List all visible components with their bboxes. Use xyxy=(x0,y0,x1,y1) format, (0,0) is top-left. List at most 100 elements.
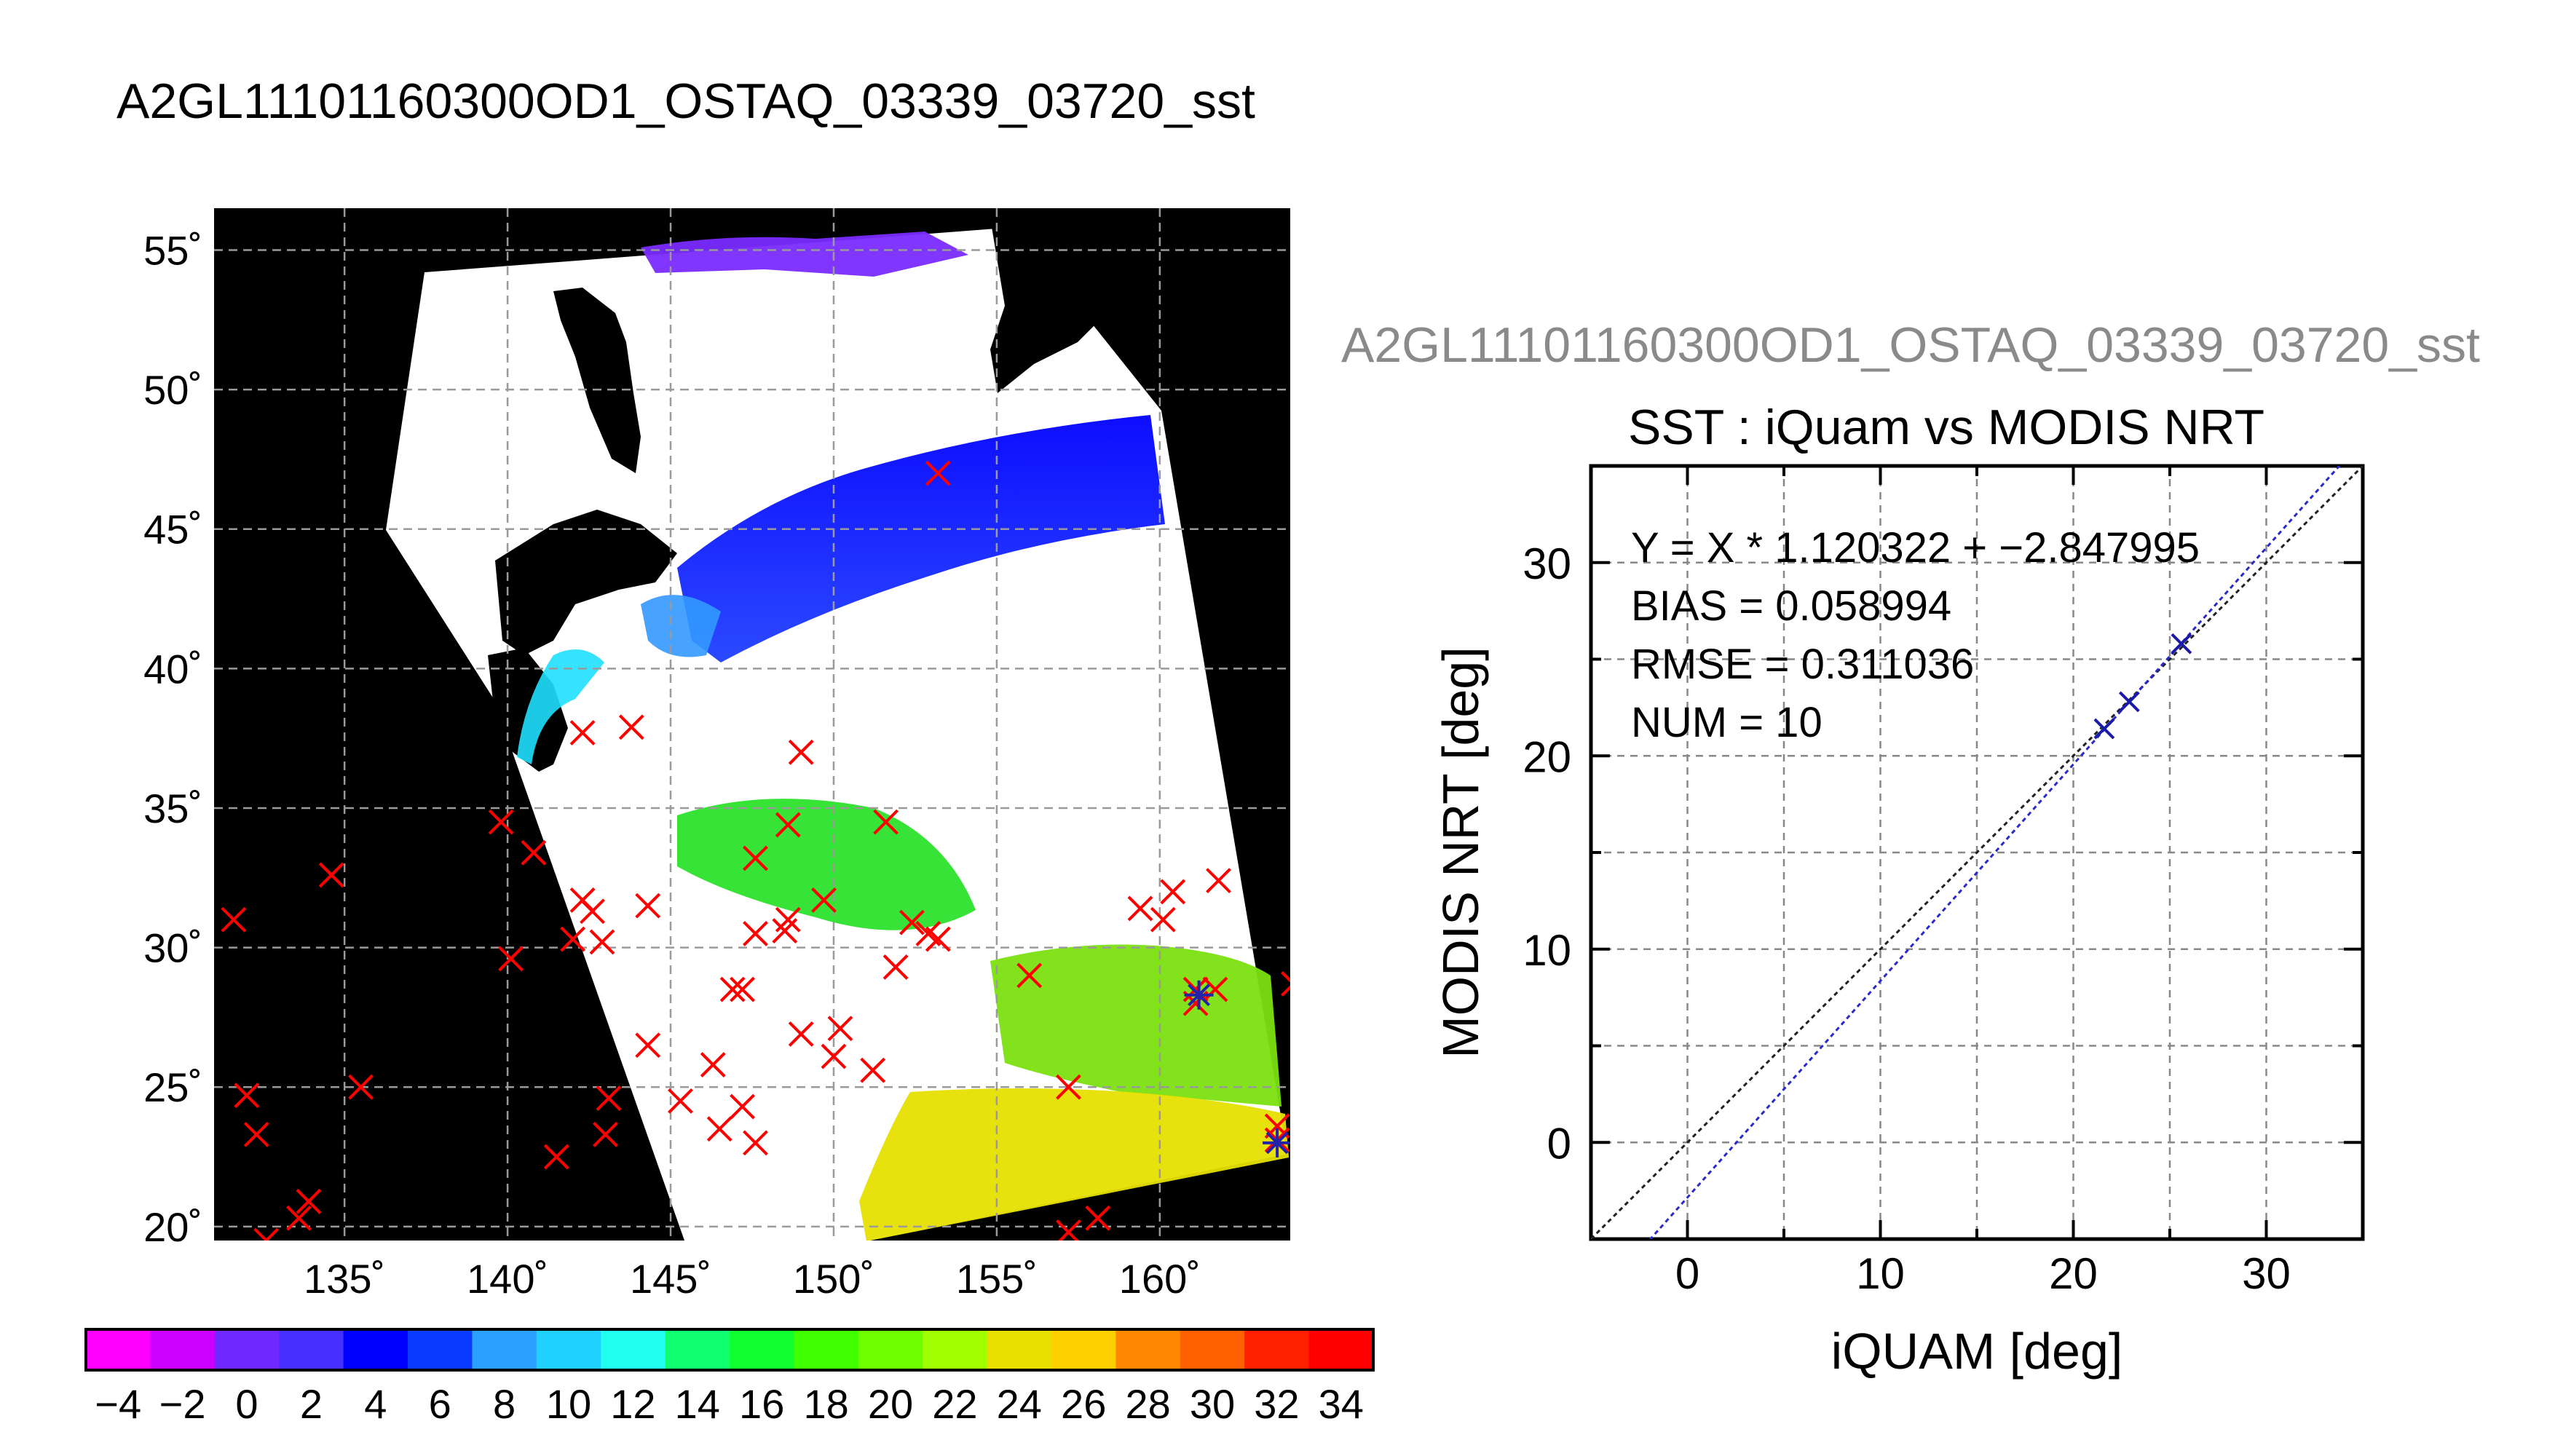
land-kuril-hokkaido xyxy=(495,510,677,655)
sst-patch-green xyxy=(677,799,976,930)
scatter-point xyxy=(2118,691,2140,713)
iquam-marker xyxy=(743,845,768,871)
map-lon-tick-label: 160˚ xyxy=(1119,1256,1201,1302)
scatter-x-tick-label: 0 xyxy=(1675,1249,1699,1298)
scatter-y-tick-label: 30 xyxy=(1523,539,1571,588)
colorbar-tick-label: 16 xyxy=(739,1381,784,1427)
scatter-point xyxy=(2093,718,2115,740)
scatter-points xyxy=(2093,633,2192,740)
iquam-marker xyxy=(811,887,837,913)
iquam-marker xyxy=(348,1074,374,1100)
scatter-y-label: MODIS NRT [deg] xyxy=(1432,646,1489,1058)
map-lon-tick-label: 135˚ xyxy=(304,1256,385,1302)
sst-patch-bluegreen xyxy=(641,595,721,657)
colorbar-segment xyxy=(150,1329,216,1370)
iquam-marker xyxy=(221,906,247,933)
land-sakhalin xyxy=(553,288,641,473)
iquam-marker xyxy=(719,976,746,1002)
scatter-x-tick-label: 10 xyxy=(1856,1249,1905,1298)
colorbar-segment xyxy=(1180,1329,1245,1370)
iquam-marker xyxy=(775,812,801,838)
colorbar-tick-label: 30 xyxy=(1190,1381,1235,1427)
iquam-marker xyxy=(788,739,814,765)
colorbar-segment xyxy=(343,1329,408,1370)
colorbar-segment xyxy=(1051,1329,1116,1370)
scatter-annotations: Y = X * 1.120322 + −2.847995 BIAS = 0.058… xyxy=(1631,524,2200,746)
regression-line xyxy=(1648,466,2341,1239)
iquam-marker xyxy=(1182,976,1209,1002)
iquam-marker xyxy=(498,946,524,972)
scatter-ticks: 0 10 20 30 0 10 20 30 xyxy=(1523,466,2363,1298)
iquam-marker xyxy=(882,954,909,980)
scatter-title: SST : iQuam vs MODIS NRT xyxy=(1628,400,2265,455)
colorbar-segment xyxy=(1115,1329,1181,1370)
iquam-marker xyxy=(821,1043,847,1069)
colorbar-segment xyxy=(858,1329,923,1370)
scatter-y-tick-label: 20 xyxy=(1523,732,1571,781)
colorbar-tick-label: 18 xyxy=(803,1381,848,1427)
colorbar-segment xyxy=(794,1329,859,1370)
iquam-marker xyxy=(1150,906,1176,933)
figure-title: A2GL11101160300OD1_OSTAQ_03339_03720_sst xyxy=(117,74,1255,129)
scatter-grid xyxy=(1591,466,2363,1239)
sst-patch-cold-band xyxy=(677,415,1165,662)
map-lat-tick-label: 35˚ xyxy=(143,786,202,831)
colorbar-tick-label: −2 xyxy=(159,1381,206,1427)
iquam-marker xyxy=(1085,1205,1111,1231)
colorbar-segment xyxy=(279,1329,344,1370)
matchup-marker xyxy=(1263,1128,1290,1158)
colorbar-tick-label: 6 xyxy=(429,1381,451,1427)
iquam-marker xyxy=(1202,976,1228,1002)
iquam-marker xyxy=(635,1032,661,1059)
iquam-marker xyxy=(706,1116,732,1142)
scatter-annotation: NUM = 10 xyxy=(1631,699,1823,746)
scatter-annotation: BIAS = 0.058994 xyxy=(1631,582,1951,630)
scatter-y-tick-label: 0 xyxy=(1547,1119,1571,1168)
iquam-marker xyxy=(743,1130,768,1156)
map-lat-tick-label: 20˚ xyxy=(143,1204,202,1250)
colorbar-tick-label: 26 xyxy=(1061,1381,1106,1427)
map-grid xyxy=(214,208,1290,1241)
iquam-marker xyxy=(873,809,899,835)
map-markers xyxy=(221,460,1290,1241)
iquam-marker xyxy=(1056,1074,1081,1100)
sst-patch-north xyxy=(641,232,968,277)
colorbar-tick-label: 24 xyxy=(997,1381,1042,1427)
colorbar-segment xyxy=(987,1329,1052,1370)
iquam-marker xyxy=(318,862,344,888)
colorbar-tick-label: 22 xyxy=(932,1381,977,1427)
iquam-marker xyxy=(296,1188,322,1214)
colorbar-tick-label: 32 xyxy=(1254,1381,1299,1427)
iquam-marker xyxy=(596,1085,622,1111)
colorbar-frame xyxy=(84,1328,1375,1372)
sst-patch-yellow xyxy=(859,1088,1289,1241)
iquam-marker xyxy=(860,1057,886,1083)
map-lat-tick-label: 50˚ xyxy=(143,367,202,413)
scatter-point xyxy=(2171,633,2192,654)
iquam-marker xyxy=(1160,879,1186,905)
colorbar-segment xyxy=(472,1329,537,1370)
iquam-marker xyxy=(488,809,514,835)
scatter-annotation: RMSE = 0.311036 xyxy=(1631,641,1974,688)
iquam-marker xyxy=(788,1021,814,1047)
scatter-plot: 0 10 20 30 0 10 20 30 Y = X * 1.120322 + −2.847… xyxy=(1432,464,2365,1380)
iquam-marker xyxy=(286,1205,312,1231)
iquam-marker xyxy=(743,921,768,946)
iquam-marker xyxy=(543,1144,569,1170)
colorbar-tick-label: 8 xyxy=(493,1381,516,1427)
iquam-marker xyxy=(925,926,951,952)
iquam-marker xyxy=(899,909,925,935)
colorbar-tick-label: −4 xyxy=(95,1381,141,1427)
colorbar-segment xyxy=(665,1329,730,1370)
iquam-marker xyxy=(668,1088,693,1114)
iquam-marker xyxy=(827,1016,853,1042)
map-lon-tick-label: 145˚ xyxy=(630,1256,711,1302)
colorbar-tick-label: 14 xyxy=(675,1381,720,1427)
scatter-x-label: iQUAM [deg] xyxy=(1831,1323,2123,1380)
iquam-marker xyxy=(1281,971,1290,997)
iquam-marker xyxy=(234,1083,260,1109)
iquam-marker xyxy=(635,893,661,919)
iquam-marker xyxy=(569,720,596,745)
iquam-marker xyxy=(243,1121,269,1147)
map-lon-tick-label: 150˚ xyxy=(793,1256,874,1302)
